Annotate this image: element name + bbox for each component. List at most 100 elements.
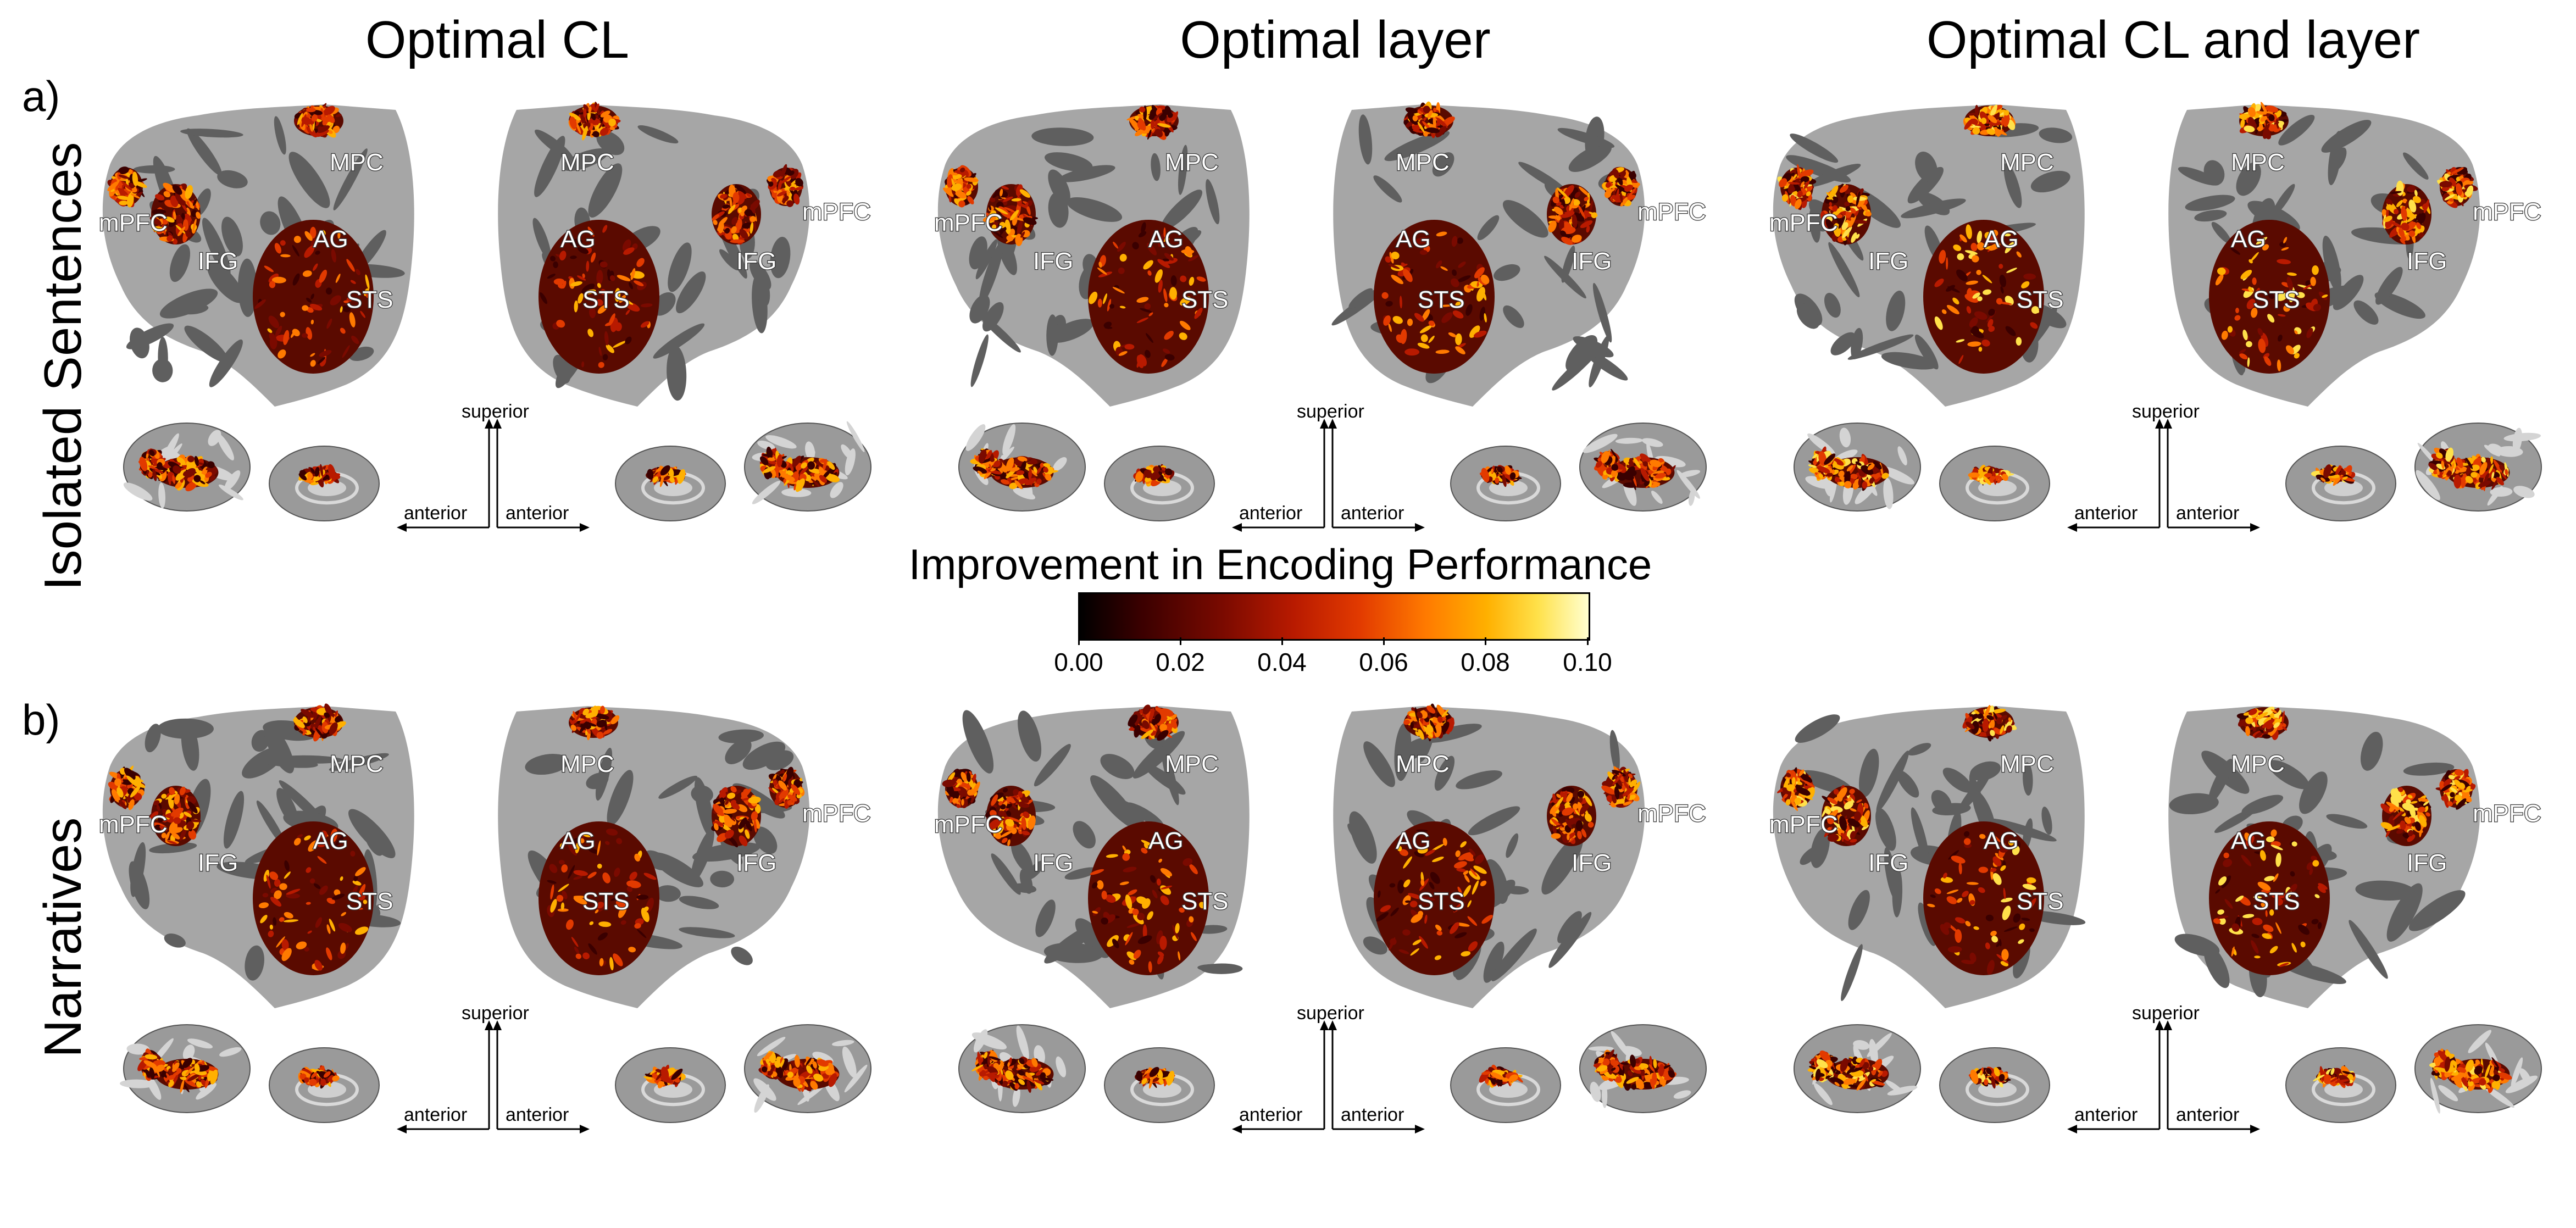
roi-label-sts: STS bbox=[582, 888, 630, 915]
roi-label-ag: AG bbox=[1396, 827, 1431, 854]
roi-label-sts: STS bbox=[346, 286, 393, 313]
roi-label-mpc: MPC bbox=[2231, 149, 2285, 176]
row-label-narratives: Narratives bbox=[33, 818, 93, 1058]
roi-label-sts: STS bbox=[1418, 286, 1465, 313]
anterior-label: anterior bbox=[1341, 1104, 1404, 1125]
roi-label-sts: STS bbox=[2017, 888, 2064, 915]
roi-label-mpfc: mPFC bbox=[1769, 209, 1838, 236]
roi-label-ifg: IFG bbox=[1572, 248, 1612, 275]
superior-label: superior bbox=[462, 1003, 529, 1024]
anterior-label: anterior bbox=[1341, 503, 1404, 524]
column-title-optimal-cl: Optimal CL bbox=[168, 10, 827, 70]
roi-label-sts: STS bbox=[1181, 286, 1229, 313]
roi-label-mpfc: mPFC bbox=[1637, 800, 1706, 827]
roi-label-ag: AG bbox=[1984, 226, 2019, 253]
roi-label-ag: AG bbox=[1148, 827, 1184, 854]
panel-letter-b: b) bbox=[22, 695, 60, 745]
roi-label-ag: AG bbox=[1984, 827, 2019, 854]
roi-label-sts: STS bbox=[346, 888, 393, 915]
colorbar: Improvement in Encoding Performance (r) … bbox=[901, 540, 1725, 682]
roi-label-ag: AG bbox=[1148, 226, 1184, 253]
orientation-axes: superior anterior anterior bbox=[397, 1003, 590, 1133]
roi-label-ifg: IFG bbox=[198, 248, 238, 275]
orientation-axes: superior anterior anterior bbox=[2067, 1003, 2260, 1133]
anterior-label: anterior bbox=[404, 1104, 467, 1125]
roi-label-mpfc: mPFC bbox=[1637, 198, 1706, 225]
roi-label-ifg: IFG bbox=[2407, 248, 2447, 275]
roi-label-mpfc: mPFC bbox=[934, 811, 1003, 838]
colorbar-tick-label: 0.04 bbox=[1238, 647, 1326, 677]
column-title-optimal-cl-and-layer: Optimal CL and layer bbox=[1844, 10, 2503, 70]
roi-label-sts: STS bbox=[1181, 888, 1229, 915]
roi-label-mpc: MPC bbox=[2000, 149, 2054, 176]
colorbar-tick bbox=[1383, 637, 1385, 645]
colorbar-gradient bbox=[1078, 592, 1590, 641]
anterior-label: anterior bbox=[506, 503, 569, 524]
colorbar-tick bbox=[1485, 637, 1486, 645]
colorbar-tick-label: 0.00 bbox=[1035, 647, 1123, 677]
roi-label-mpfc: mPFC bbox=[802, 198, 871, 225]
brain-panel-b-2: MPC mPFC IFG AG STS MPC mPFC IFG AG STS superior an… bbox=[923, 679, 1747, 1228]
anterior-label: anterior bbox=[404, 503, 467, 524]
roi-label-ag: AG bbox=[313, 827, 348, 854]
roi-label-ag: AG bbox=[1396, 226, 1431, 253]
roi-label-mpc: MPC bbox=[330, 751, 384, 777]
brain-maps: MPCmPFCIFGAGSTSMPCmPFCIFGAGSTSsuperioran… bbox=[88, 77, 912, 626]
roi-label-mpc: MPC bbox=[560, 149, 614, 176]
roi-label-ifg: IFG bbox=[1033, 849, 1073, 876]
brain-maps: MPC mPFC IFG AG STS MPC mPFC IFG AG STS superior an… bbox=[923, 679, 1747, 1228]
roi-label-mpfc: mPFC bbox=[1769, 811, 1838, 838]
row-label-isolated-sentences: Isolated Sentences bbox=[33, 142, 93, 591]
roi-label-sts: STS bbox=[2017, 286, 2064, 313]
colorbar-tick-label: 0.06 bbox=[1340, 647, 1428, 677]
roi-label-mpc: MPC bbox=[1165, 751, 1219, 777]
roi-label-mpfc: mPFC bbox=[99, 209, 168, 236]
roi-label-mpc: MPC bbox=[1165, 149, 1219, 176]
superior-label: superior bbox=[1297, 401, 1364, 422]
anterior-label: anterior bbox=[1239, 1104, 1302, 1125]
roi-label-sts: STS bbox=[2253, 888, 2300, 915]
roi-label-ifg: IFG bbox=[1868, 849, 1908, 876]
roi-label-mpfc: mPFC bbox=[934, 209, 1003, 236]
anterior-label: anterior bbox=[2074, 1104, 2138, 1125]
panel-letter-a: a) bbox=[22, 71, 60, 121]
roi-label-ag: AG bbox=[2231, 827, 2266, 854]
colorbar-tick-label: 0.02 bbox=[1136, 647, 1224, 677]
roi-label-mpc: MPC bbox=[2231, 751, 2285, 777]
anterior-label: anterior bbox=[2176, 1104, 2239, 1125]
roi-label-ifg: IFG bbox=[1033, 248, 1073, 275]
column-title-optimal-layer: Optimal layer bbox=[1006, 10, 1665, 70]
colorbar-tick bbox=[1587, 637, 1589, 645]
roi-label-ifg: IFG bbox=[736, 849, 776, 876]
colorbar-tick bbox=[1078, 637, 1080, 645]
roi-label-ifg: IFG bbox=[1572, 849, 1612, 876]
anterior-label: anterior bbox=[506, 1104, 569, 1125]
roi-label-ag: AG bbox=[2231, 226, 2266, 253]
colorbar-tick bbox=[1180, 637, 1181, 645]
roi-label-sts: STS bbox=[582, 286, 630, 313]
colorbar-tick-label: 0.10 bbox=[1544, 647, 1631, 677]
roi-label-sts: STS bbox=[2253, 286, 2300, 313]
superior-label: superior bbox=[462, 401, 529, 422]
roi-label-ag: AG bbox=[560, 226, 596, 253]
roi-label-ifg: IFG bbox=[736, 248, 776, 275]
roi-label-ag: AG bbox=[560, 827, 596, 854]
superior-label: superior bbox=[2132, 1003, 2200, 1024]
roi-label-sts: STS bbox=[1418, 888, 1465, 915]
roi-label-mpfc: mPFC bbox=[99, 811, 168, 838]
superior-label: superior bbox=[1297, 1003, 1364, 1024]
brain-maps: MPCmPFCIFGAGSTSMPCmPFCIFGAGSTSsuperioran… bbox=[1758, 679, 2576, 1228]
roi-label-mpc: MPC bbox=[1396, 751, 1450, 777]
roi-label-mpc: MPC bbox=[560, 751, 614, 777]
roi-label-mpfc: mPFC bbox=[802, 800, 871, 827]
anterior-label: anterior bbox=[2074, 503, 2138, 524]
brain-maps: MPCmPFCIFGAGSTSMPCmPFCIFGAGSTSsuperioran… bbox=[1758, 77, 2576, 626]
roi-label-ifg: IFG bbox=[1868, 248, 1908, 275]
colorbar-tick bbox=[1281, 637, 1283, 645]
